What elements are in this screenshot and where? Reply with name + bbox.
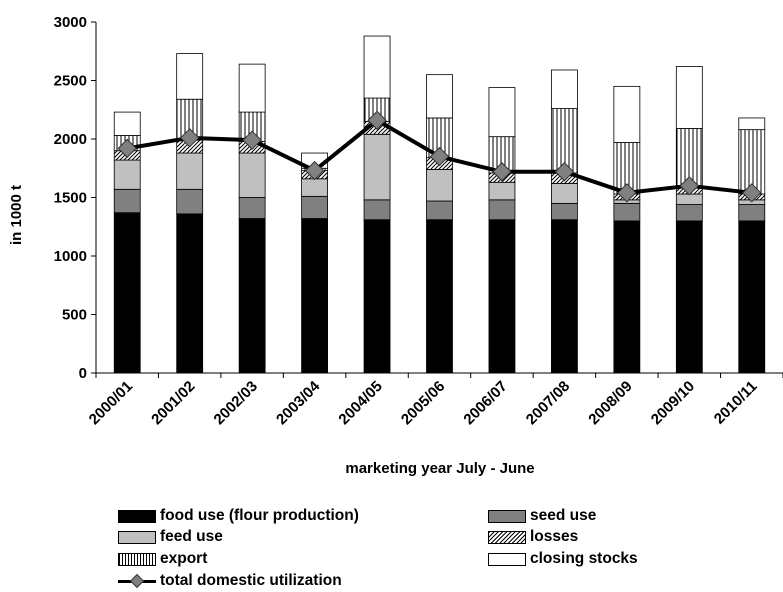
legend-label: closing stocks (530, 550, 638, 567)
legend-item-losses: losses (488, 526, 578, 548)
bar-segment-feed (488, 181, 516, 201)
legend-item-feed: feed use (118, 526, 223, 548)
plot-area: 0 500 1000 1500 2000 2500 3000 2000/01 2001/02 20… (54, 14, 783, 428)
bar-segment-feed (675, 193, 703, 205)
chart-legend: food use (flour production) seed use feed … (118, 505, 718, 590)
x-tick-label: 2007/08 (523, 378, 573, 428)
x-tick-label: 2008/09 (585, 378, 635, 428)
bar-segment-feed (363, 133, 391, 201)
x-tick-label: 2005/06 (398, 378, 448, 428)
y-tick-label: 2000 (54, 131, 87, 148)
y-tick-label: 500 (62, 307, 87, 324)
stacked-bar-chart: 0 500 1000 1500 2000 2500 3000 2000/01 2001/02 20… (8, 14, 783, 477)
bar-segment-feed (301, 178, 328, 197)
legend-swatch-feed (118, 530, 156, 544)
legend-label: seed use (530, 507, 597, 524)
legend-label: total domestic utilization (160, 572, 342, 589)
bar-segment-seed (363, 199, 391, 221)
y-tick-label: 1000 (54, 248, 87, 265)
bar-segment-closing (426, 74, 453, 119)
bar-segment-seed (113, 188, 141, 214)
bar-segment-food (363, 219, 391, 374)
x-tick-label: 2002/03 (211, 378, 261, 428)
bar-segment-closing (176, 53, 204, 100)
total-utilization-marker (617, 183, 637, 203)
x-tick-label: 2000/01 (86, 378, 136, 428)
bar-segment-closing (675, 66, 703, 129)
bar-segment-food (176, 213, 204, 374)
total-utilization-marker (554, 162, 575, 182)
y-tick-label: 0 (79, 365, 87, 382)
bar-segment-seed (738, 204, 766, 222)
bar-segment-closing (238, 63, 266, 113)
bar-segment-closing (488, 87, 516, 138)
bar-segment-food (301, 218, 328, 374)
bar-segment-feed (238, 152, 266, 198)
bar-segment-food (488, 219, 516, 374)
bar-segment-closing (738, 117, 766, 131)
bar-segment-food (675, 220, 703, 374)
x-axis-title: marketing year July - June (345, 460, 534, 477)
total-utilization-marker (179, 128, 200, 148)
bar-segment-food (613, 220, 641, 374)
total-utilization-marker (367, 110, 387, 130)
bar-segment-food (426, 219, 453, 374)
x-tick-label: 2009/10 (648, 378, 698, 428)
legend-swatch-food (118, 509, 156, 523)
bar-segment-food (738, 220, 766, 374)
bar-segment-food (113, 212, 141, 374)
total-utilization-marker (242, 130, 262, 150)
total-utilization-marker (679, 176, 700, 196)
bar-segment-closing (613, 85, 641, 143)
bar-segment-closing (363, 35, 391, 99)
legend-item-total: total domestic utilization (118, 570, 342, 592)
bar-segment-feed (113, 159, 141, 190)
total-utilization-marker (429, 146, 450, 167)
legend-swatch-losses (488, 530, 526, 544)
bar-segment-seed (488, 199, 516, 221)
bar-segment-food (551, 219, 578, 374)
legend-label: feed use (160, 528, 223, 545)
x-tick-label: 2010/11 (711, 378, 761, 428)
x-tick-label: 2004/05 (336, 378, 386, 428)
legend-label: export (160, 550, 208, 567)
legend-item-export: export (118, 548, 207, 570)
legend-swatch-line (118, 573, 156, 588)
legend-swatch-stocks (488, 552, 526, 566)
x-tick-label: 2003/04 (273, 377, 324, 428)
bar-segment-seed (675, 204, 703, 222)
x-tick-label: 2001/02 (148, 378, 198, 428)
bar-segment-feed (551, 183, 578, 204)
legend-swatch-export (118, 552, 156, 566)
bar-segment-food (238, 218, 266, 374)
bar-segment-seed (551, 202, 578, 221)
x-tick-label: 2006/07 (460, 378, 510, 428)
legend-label: food use (flour production) (160, 507, 359, 524)
bar-segment-export (675, 128, 703, 188)
legend-item-seed: seed use (488, 505, 596, 527)
bar-segment-closing (113, 111, 141, 136)
y-tick-label: 1500 (54, 190, 87, 207)
bar-segment-seed (301, 195, 328, 219)
total-utilization-marker (742, 183, 762, 203)
legend-item-food: food use (flour production) (118, 505, 359, 527)
bar-segment-feed (176, 152, 204, 190)
bar-segment-seed (426, 200, 453, 221)
bar-segment-seed (176, 188, 204, 215)
y-tick-label: 2500 (54, 73, 87, 90)
total-utilization-marker (304, 160, 325, 181)
total-utilization-marker (492, 162, 512, 182)
total-utilization-marker (117, 138, 137, 159)
bar-segment-feed (426, 169, 453, 202)
y-axis-title: in 1000 t (8, 185, 25, 245)
bar-segment-seed (238, 197, 266, 219)
legend-swatch-seed (488, 509, 526, 523)
y-tick-label: 3000 (54, 14, 87, 31)
legend-label: losses (530, 528, 579, 545)
legend-item-stocks: closing stocks (488, 548, 638, 570)
bar-segment-seed (613, 202, 641, 222)
bar-segment-closing (551, 69, 578, 109)
